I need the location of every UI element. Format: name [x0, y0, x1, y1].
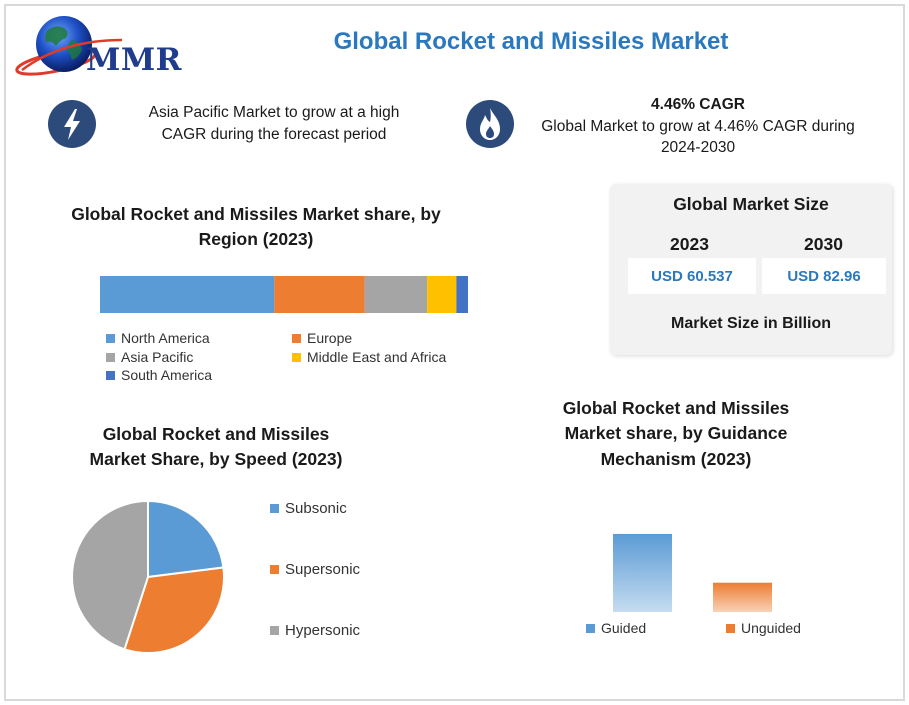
speed-pie-chart [71, 499, 225, 654]
legend-swatch [726, 623, 735, 633]
bar-guided [613, 533, 672, 612]
infographic-frame [4, 4, 905, 701]
legend-swatch [106, 352, 115, 362]
pie-slice-hypersonic [71, 499, 149, 651]
legend-swatch [292, 333, 301, 343]
legend-label: Unguided [741, 620, 801, 636]
market-size-2023-value: USD 60.537 [628, 258, 756, 294]
market-size-unit-label: Market Size in Billion [670, 315, 832, 332]
highlight-line: Global Market to grow at 4.46% CAGR duri… [541, 117, 855, 135]
legend-item-south-america: South America [106, 367, 212, 383]
highlight-line: CAGR during the forecast period [161, 125, 387, 143]
legend-label: Guided [601, 620, 647, 636]
pie-slice-supersonic [123, 566, 225, 654]
chart-title-line: Mechanism (2023) [600, 448, 752, 469]
market-size-title: Global Market Size [673, 194, 829, 214]
legend-item-subsonic: Subsonic [270, 500, 347, 517]
legend-item-north-america: North America [106, 330, 210, 346]
legend-swatch [292, 352, 301, 362]
highlight-line: 2024-2030 [660, 139, 736, 157]
region-chart-title: Global Rocket and Missiles Market share,… [40, 202, 472, 253]
legend-swatch [270, 565, 279, 574]
chart-title-line: Region (2023) [198, 229, 314, 250]
legend-label: Middle East and Africa [307, 349, 447, 365]
speed-chart-title: Global Rocket and Missiles Market Share,… [60, 422, 372, 473]
legend-item-asia-pacific: Asia Pacific [106, 349, 193, 365]
asia-pacific-highlight: Asia Pacific Market to grow at a high CA… [118, 102, 430, 145]
chart-title-line: Global Rocket and Missiles [562, 398, 790, 418]
year-2023-label: 2023 [670, 234, 709, 254]
legend-item-unguided: Unguided [726, 620, 801, 636]
pie-slice-subsonic [147, 499, 225, 579]
bar-unguided [713, 582, 772, 612]
legend-swatch [106, 370, 115, 380]
legend-label: Hypersonic [285, 622, 361, 639]
legend-label: Asia Pacific [121, 349, 194, 365]
bar-segment-middle-east-and-africa [427, 276, 457, 313]
logo-text: MMR [86, 42, 182, 78]
legend-swatch [586, 623, 595, 633]
guidance-bar-chart [613, 533, 772, 612]
speed-legend: Subsonic Supersonic Hypersonic [270, 500, 400, 650]
guidance-legend: Guided Unguided [586, 620, 826, 640]
mmr-logo: MMR [14, 12, 194, 84]
market-size-card: Global Market Size 2023 2030 USD 60.537 … [610, 184, 892, 355]
bar-segment-north-america [100, 276, 275, 313]
legend-item-middle-east-and-africa: Middle East and Africa [292, 349, 446, 365]
bar-segment-europe [274, 276, 365, 313]
chart-title-line: Global Rocket and Missiles Market share,… [71, 204, 441, 224]
globe-icon [15, 16, 123, 76]
bar-segment-south-america [456, 276, 468, 313]
legend-swatch [270, 504, 279, 513]
region-stacked-bar [100, 276, 468, 313]
market-size-2030-value: USD 82.96 [762, 258, 886, 294]
legend-item-supersonic: Supersonic [270, 561, 360, 578]
flame-icon [466, 100, 514, 148]
lightning-icon [48, 100, 96, 148]
chart-title-line: Market share, by Guidance [564, 423, 788, 444]
highlight-line: Asia Pacific Market to grow at a high [148, 104, 400, 121]
year-2030-label: 2030 [804, 234, 843, 254]
chart-title-line: Market Share, by Speed (2023) [89, 449, 343, 470]
region-legend: North America Europe Asia Pacific Middle Ea… [106, 330, 486, 390]
legend-label: Europe [307, 330, 353, 346]
legend-label: South America [121, 367, 213, 383]
legend-label: Supersonic [285, 561, 361, 578]
legend-item-hypersonic: Hypersonic [270, 622, 360, 639]
legend-item-europe: Europe [292, 330, 352, 346]
page-title: Global Rocket and Missiles Market [333, 28, 729, 55]
legend-item-guided: Guided [586, 620, 646, 636]
legend-label: North America [121, 330, 210, 346]
cagr-highlight: 4.46% CAGR Global Market to grow at 4.46… [530, 94, 866, 159]
legend-swatch [106, 333, 115, 343]
legend-swatch [270, 626, 279, 635]
guidance-chart-title: Global Rocket and Missiles Market share,… [520, 396, 832, 472]
legend-label: Subsonic [285, 500, 347, 517]
cagr-title: 4.46% CAGR [651, 96, 745, 113]
chart-title-line: Global Rocket and Missiles [102, 424, 330, 444]
bar-segment-asia-pacific [364, 276, 428, 313]
